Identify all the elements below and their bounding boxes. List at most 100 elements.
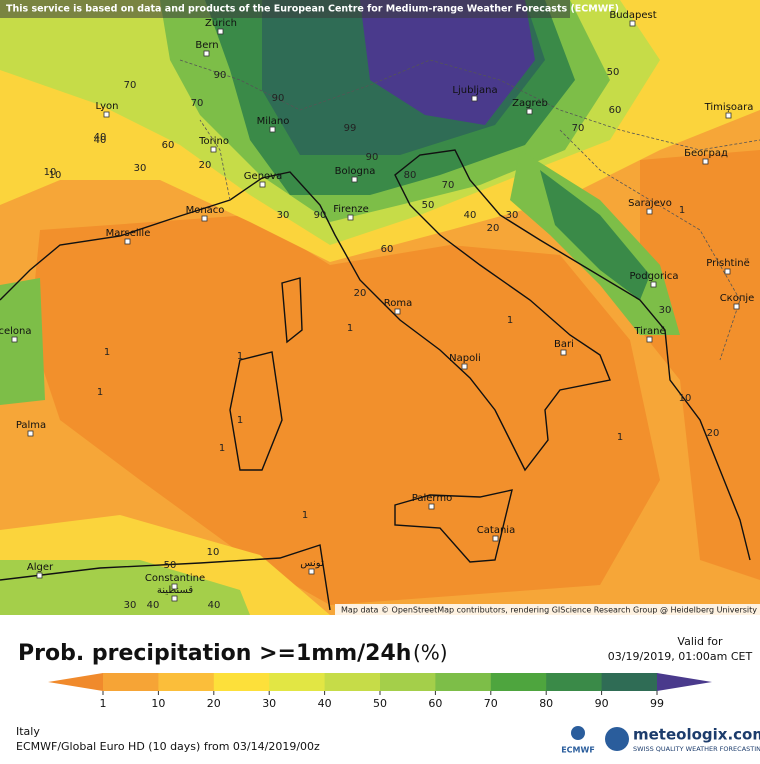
- meteologix-logo: [605, 727, 629, 751]
- sardinia: [229, 351, 283, 471]
- city-marker: [171, 595, 178, 602]
- city-label: Tiranë: [633, 326, 665, 337]
- colorbar-tick-label: 90: [595, 697, 609, 710]
- city-marker: [11, 336, 18, 343]
- city-marker: [201, 215, 208, 222]
- contour-label: 10: [44, 167, 57, 178]
- zone: [0, 560, 250, 615]
- colorbar-high: [657, 673, 712, 691]
- contour-label: 1: [617, 432, 623, 443]
- city-marker: [36, 572, 43, 579]
- coastlines: [0, 149, 751, 611]
- contour-label: 70: [572, 123, 585, 134]
- colorbar-segment: [490, 673, 547, 691]
- valid-time: 03/19/2019, 01:00am CET: [608, 650, 753, 663]
- city-label: Prishtinë: [706, 258, 749, 269]
- city-label: Sarajevo: [628, 198, 672, 209]
- contour-label: 20: [199, 160, 212, 171]
- contour-label: 90: [272, 93, 285, 104]
- city-label: Budapest: [609, 10, 656, 21]
- city-marker: [646, 336, 653, 343]
- contour-label: 20: [707, 428, 720, 439]
- contour-label: 20: [354, 288, 367, 299]
- colorbar-tick-label: 70: [484, 697, 498, 710]
- contour-label: 40: [94, 132, 107, 143]
- borders: [179, 59, 760, 361]
- colorbar: 1 10 20 30 40 50 60 70 80 90 99: [48, 673, 712, 710]
- city-label: Palermo: [412, 493, 452, 504]
- city-marker: [724, 268, 731, 275]
- city-label: Catania: [477, 525, 515, 536]
- colorbar-tick-label: 80: [539, 697, 553, 710]
- city-marker: [492, 535, 499, 542]
- colorbar-tick-label: 30: [262, 697, 276, 710]
- city-label: Marseille: [106, 228, 151, 239]
- city-marker: [629, 20, 636, 27]
- contour-label: 1: [302, 510, 308, 521]
- zone: [30, 215, 660, 605]
- contour-label: 99: [344, 123, 357, 134]
- city-marker: [217, 28, 224, 35]
- brand: meteologix.com: [633, 726, 760, 744]
- contour-label: 1: [104, 347, 110, 358]
- city-label: قسنطينة: [157, 585, 194, 596]
- city-label: Milano: [257, 116, 290, 127]
- city-marker: [351, 176, 358, 183]
- contour-label: 30: [134, 163, 147, 174]
- city-marker: [124, 238, 131, 245]
- city-marker: [210, 146, 217, 153]
- zone: [540, 170, 650, 300]
- contour-label: 40: [147, 600, 160, 611]
- contour-label: 90: [366, 152, 379, 163]
- city-marker: [650, 281, 657, 288]
- colorbar-tick-label: 99: [650, 697, 664, 710]
- legend-title: Prob. precipitation >=1mm/24h: [18, 641, 411, 666]
- city-marker: [428, 503, 435, 510]
- contour-label: 50: [422, 200, 435, 211]
- city-marker: [394, 308, 401, 315]
- city-marker: [526, 108, 533, 115]
- city-label: Београд: [684, 148, 728, 159]
- tagline: SWISS QUALITY WEATHER FORECASTING: [633, 745, 760, 753]
- labels: Zürich Bern Lyon Torino Milano Genova Monaco Ma…: [0, 10, 754, 611]
- contour-label: 60: [381, 244, 394, 255]
- colorbar-segment: [601, 673, 658, 691]
- city-label: Torino: [198, 136, 229, 147]
- city-label: Timișoara: [704, 102, 754, 113]
- city-label: celona: [0, 326, 32, 337]
- city-marker: [560, 349, 567, 356]
- contour-label: 1: [97, 387, 103, 398]
- corsica: [281, 277, 303, 344]
- notice-bg: [0, 0, 570, 18]
- city-marker: [171, 583, 178, 590]
- city-label: Скопје: [720, 292, 755, 304]
- zone: [0, 278, 45, 405]
- city-label: Palma: [16, 420, 46, 431]
- contour-label: 1: [347, 323, 353, 334]
- city-marker: [103, 111, 110, 118]
- border: [559, 129, 741, 361]
- city-label: Zagreb: [512, 98, 548, 109]
- ecmwf-label: ECMWF: [561, 746, 595, 755]
- ecmwf-logo: [571, 726, 585, 740]
- contour-label: 40: [464, 210, 477, 221]
- colorbar-low: [48, 673, 103, 691]
- city-label: Monaco: [186, 205, 225, 216]
- contour-label: 90: [314, 210, 327, 221]
- contour-label: 30: [277, 210, 290, 221]
- city-label: Firenze: [333, 204, 369, 215]
- colorbar-tick-label: 1: [100, 697, 107, 710]
- colorbar-segment: [324, 673, 381, 691]
- contour-label: 1: [679, 205, 685, 216]
- city-marker: [203, 50, 210, 57]
- city-marker: [471, 95, 478, 102]
- city-marker: [259, 181, 266, 188]
- colorbar-segment: [213, 673, 270, 691]
- city-marker: [733, 303, 740, 310]
- city-label: Ljubljana: [452, 85, 497, 96]
- city-marker: [702, 158, 709, 165]
- contour-label: 40: [94, 135, 107, 146]
- contour-label: 30: [506, 210, 519, 221]
- contour-label: 70: [191, 98, 204, 109]
